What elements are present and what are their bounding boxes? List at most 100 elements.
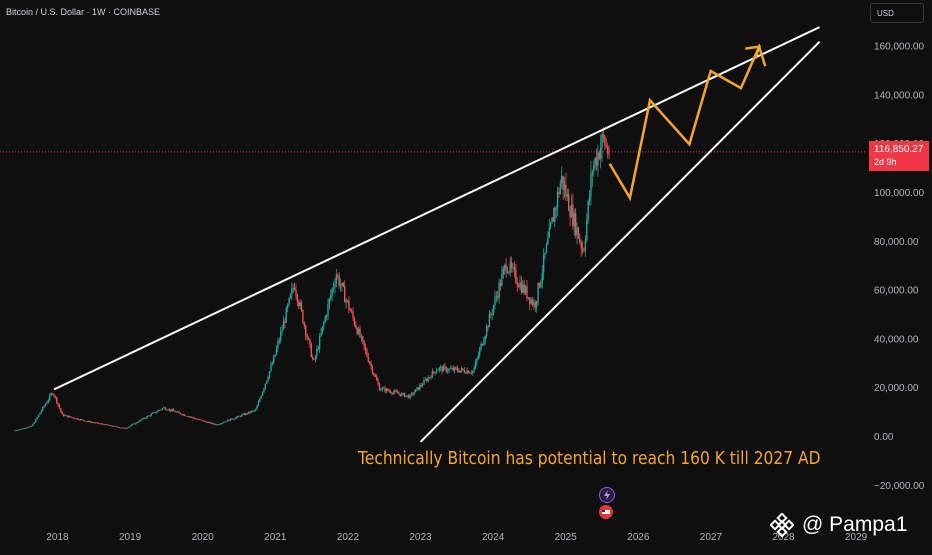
- candle: [604, 135, 606, 151]
- candle: [481, 343, 484, 347]
- candle: [17, 429, 19, 431]
- candle: [57, 402, 59, 407]
- candle: [430, 375, 432, 381]
- candle: [424, 377, 427, 381]
- candle: [196, 418, 198, 420]
- candle: [318, 332, 321, 354]
- candle: [21, 428, 23, 430]
- candle: [559, 179, 562, 195]
- candle: [399, 393, 402, 397]
- candle: [156, 410, 158, 414]
- candle: [363, 340, 365, 351]
- candle: [547, 231, 549, 246]
- candle: [292, 284, 294, 294]
- candle: [55, 396, 58, 405]
- candle: [281, 325, 283, 336]
- candle: [161, 407, 164, 411]
- candle: [324, 315, 326, 324]
- candle: [28, 426, 30, 428]
- last-price-tag: 116,850.27 2d 9h: [869, 141, 929, 171]
- candle: [190, 416, 193, 418]
- candle: [594, 156, 596, 170]
- candle: [586, 213, 588, 243]
- candle: [491, 308, 493, 321]
- candle: [434, 372, 436, 376]
- candle: [570, 195, 573, 219]
- candle: [68, 415, 70, 418]
- candle: [79, 418, 82, 421]
- candle: [576, 222, 578, 245]
- candle: [513, 261, 516, 278]
- candle: [388, 388, 390, 393]
- candle: [22, 428, 24, 430]
- candle: [302, 309, 304, 324]
- candle: [147, 415, 150, 417]
- candle: [414, 389, 417, 393]
- candle: [197, 418, 200, 420]
- candle: [39, 412, 41, 415]
- candle: [146, 415, 148, 419]
- candle: [405, 395, 407, 398]
- candle: [299, 298, 301, 310]
- x-tick-label: 2022: [337, 532, 360, 543]
- candle: [160, 409, 162, 411]
- candle: [523, 279, 525, 296]
- candle: [229, 418, 232, 421]
- candle: [129, 425, 132, 427]
- candle: [87, 420, 90, 422]
- candle: [133, 423, 136, 425]
- candle: [111, 425, 114, 427]
- lightning-event-icon[interactable]: [599, 487, 615, 503]
- us-flag-event-icon[interactable]: [599, 505, 613, 519]
- candle: [50, 392, 52, 397]
- candle: [490, 311, 492, 318]
- candle: [537, 281, 539, 306]
- candle: [355, 321, 357, 329]
- candle: [470, 369, 473, 375]
- candle: [136, 421, 139, 424]
- candle: [349, 307, 351, 312]
- bar-countdown: 2d 9h: [874, 157, 897, 167]
- candle: [359, 324, 361, 339]
- candle: [573, 208, 575, 236]
- candle: [75, 418, 77, 420]
- candle: [501, 266, 503, 287]
- candle: [128, 426, 130, 428]
- candle: [199, 419, 201, 421]
- candle: [563, 176, 566, 199]
- candle: [18, 429, 20, 431]
- candle: [375, 373, 378, 381]
- candle: [125, 427, 127, 430]
- candle: [595, 148, 598, 171]
- candle: [215, 424, 218, 426]
- candle: [579, 233, 581, 245]
- candle: [158, 409, 161, 411]
- candle: [167, 409, 169, 411]
- candle: [334, 278, 336, 294]
- y-tick-label: 100,000.00: [874, 188, 924, 199]
- candle: [15, 430, 18, 432]
- candle: [103, 424, 105, 426]
- candle: [170, 409, 172, 413]
- candle: [536, 300, 538, 313]
- candle: [451, 365, 453, 370]
- y-tick-label: 0.00: [874, 432, 894, 443]
- candle: [153, 411, 155, 414]
- candle: [369, 361, 371, 365]
- candle: [348, 296, 350, 314]
- candle: [90, 421, 93, 423]
- currency-button[interactable]: USD: [870, 3, 924, 23]
- candle: [247, 411, 250, 415]
- candle: [583, 247, 585, 253]
- binance-logo-icon: [770, 513, 794, 537]
- candle: [455, 365, 457, 371]
- candle: [458, 367, 460, 374]
- candle: [157, 409, 159, 412]
- candle: [271, 360, 274, 366]
- candle: [497, 290, 499, 301]
- candle: [529, 297, 531, 311]
- candle: [398, 391, 400, 396]
- candle: [338, 271, 340, 290]
- candle: [341, 282, 343, 292]
